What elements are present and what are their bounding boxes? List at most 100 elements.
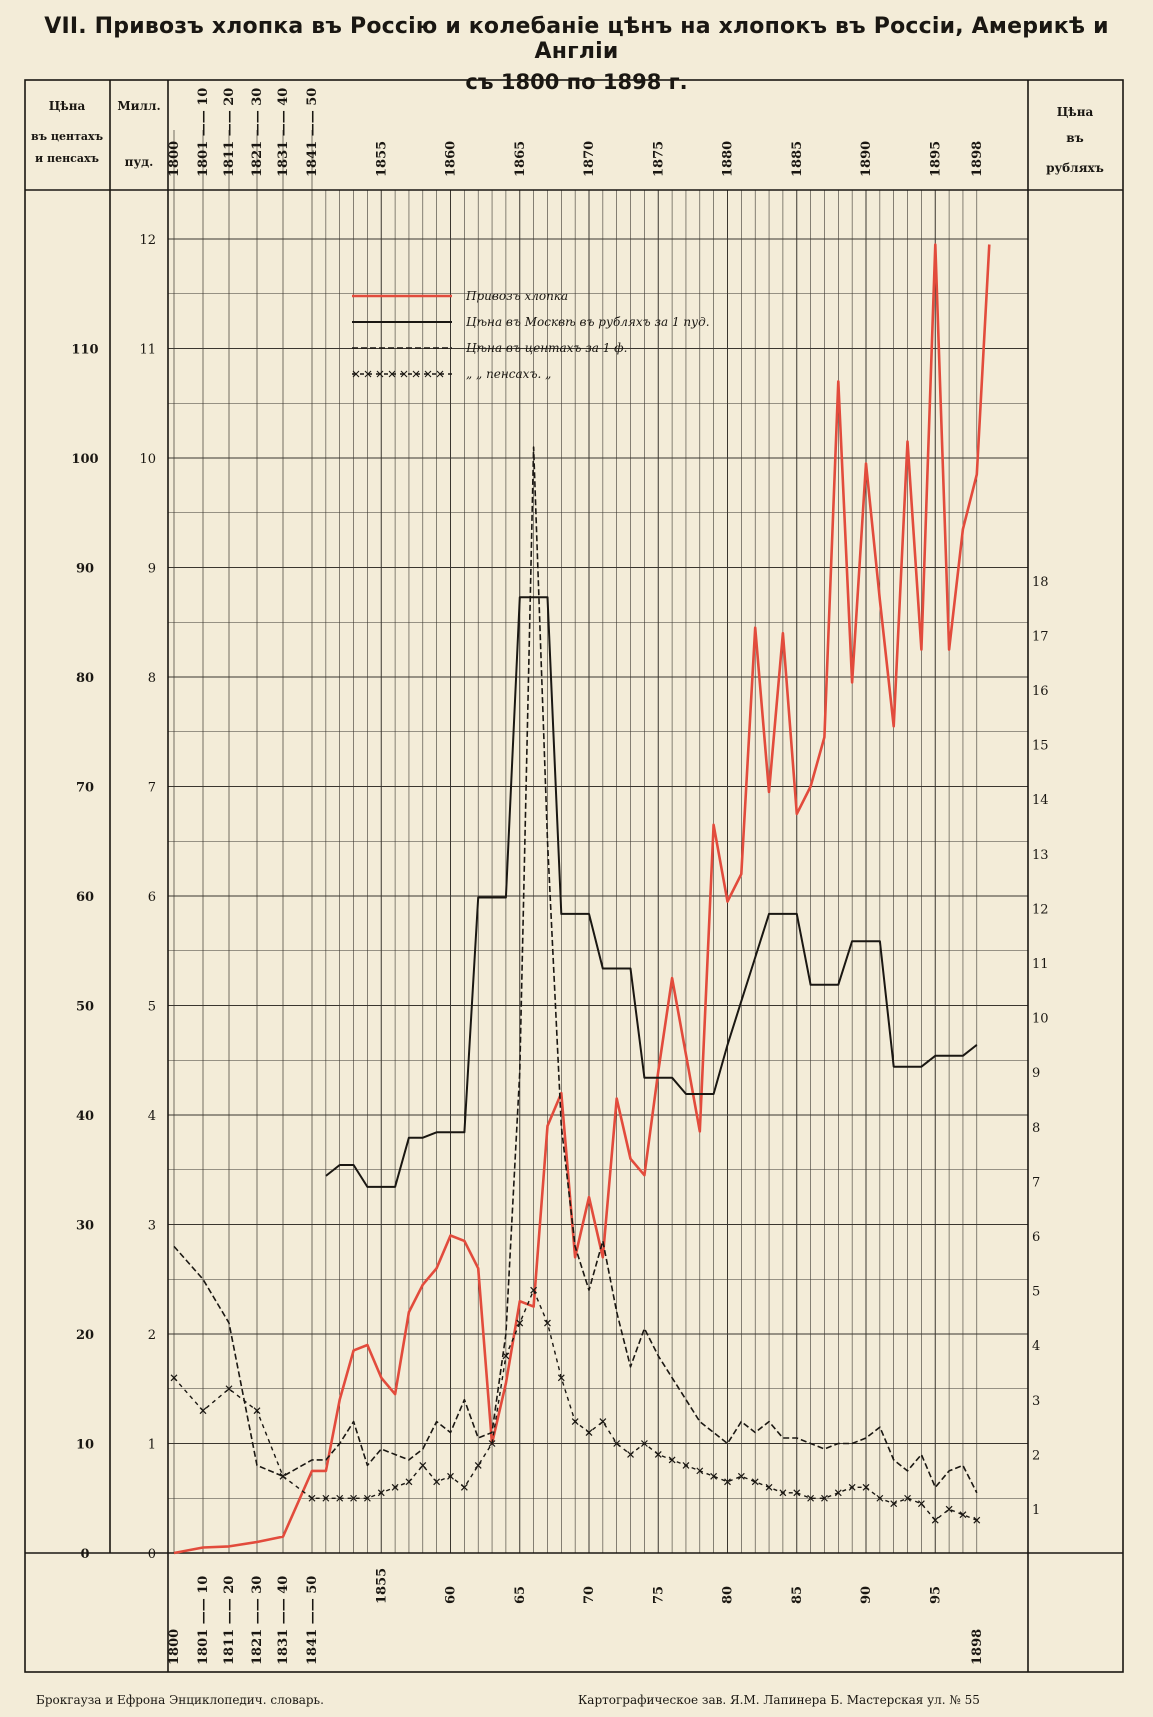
cross-marker [199, 1407, 207, 1415]
bottom-x-tick: 70 [582, 1586, 597, 1604]
cross-marker [862, 1483, 870, 1491]
cross-marker [876, 1494, 884, 1502]
bottom-x-tick: 1898 [970, 1629, 985, 1665]
top-x-tick: 1801 —— 10 [196, 88, 211, 177]
cross-marker [516, 1319, 524, 1327]
right-axis-tick: 12 [1032, 902, 1049, 917]
series-line-3 [173, 446, 978, 1494]
right-axis-header: Цѣна [1057, 105, 1094, 119]
top-x-tick: 1880 [721, 141, 736, 177]
cross-marker [557, 1374, 565, 1382]
mill-axis-tick: 6 [148, 890, 156, 905]
cross-marker [959, 1511, 967, 1519]
cross-marker [848, 1483, 856, 1491]
mill-axis-tick: 0 [148, 1547, 156, 1562]
cross-marker [627, 1451, 634, 1458]
outer-border [24, 79, 1124, 1673]
left-axis-tick: 110 [71, 343, 98, 358]
cross-marker [460, 1483, 468, 1491]
legend-cross [400, 370, 408, 378]
cross-marker [363, 1494, 371, 1502]
top-x-tick: 1865 [513, 141, 528, 177]
left-axis-header: Цѣна [49, 99, 86, 113]
top-x-tick: 1811 —— 20 [222, 88, 237, 177]
cross-marker [279, 1472, 287, 1480]
right-axis-tick: 5 [1032, 1285, 1040, 1300]
mill-axis-tick: 12 [139, 233, 156, 248]
right-axis-tick: 4 [1032, 1339, 1040, 1354]
right-axis-tick: 1 [1032, 1503, 1040, 1518]
mill-axis-header: пуд. [125, 155, 154, 169]
right-axis-tick: 6 [1032, 1230, 1040, 1245]
series-line-1 [173, 243, 991, 1555]
bottom-x-tick: 1855 [374, 1568, 389, 1604]
right-axis-tick: 16 [1032, 684, 1049, 699]
right-axis-tick: 15 [1032, 739, 1049, 754]
mill-axis-tick: 8 [148, 671, 156, 686]
cross-marker [696, 1467, 704, 1475]
left-axis-header: и пенсахъ [35, 152, 99, 165]
right-axis-tick: 10 [1032, 1012, 1049, 1027]
cross-marker [654, 1451, 662, 1458]
chart-subtitle: съ 1800 по 1898 г. [465, 70, 688, 94]
mill-axis-tick: 4 [148, 1109, 156, 1124]
bottom-x-tick: 80 [721, 1586, 736, 1604]
cross-marker [599, 1418, 607, 1426]
cross-marker [336, 1494, 344, 1502]
cross-marker [931, 1516, 939, 1524]
top-x-tick: 1890 [859, 141, 874, 177]
left-axis-tick: 90 [76, 562, 94, 577]
cross-marker [807, 1494, 815, 1502]
mill-axis-tick: 5 [148, 1000, 156, 1015]
cross-marker [377, 1489, 385, 1497]
top-x-tick: 1800 [167, 141, 182, 177]
cross-marker [419, 1461, 427, 1469]
cross-marker [170, 1374, 178, 1382]
bottom-x-tick: 75 [651, 1586, 666, 1604]
legend-label: Цѣна въ центахъ за 1 ф. [466, 341, 627, 355]
mill-axis-tick: 3 [148, 1219, 156, 1234]
cross-marker [973, 1516, 981, 1524]
mill-axis-header: Милл. [117, 99, 160, 113]
cross-marker [433, 1478, 441, 1486]
cross-marker [613, 1440, 621, 1447]
top-x-tick: 1860 [444, 141, 459, 177]
right-axis-tick: 18 [1032, 575, 1049, 590]
cross-marker [544, 1319, 551, 1327]
cross-marker [530, 1286, 538, 1294]
right-axis-tick: 13 [1032, 848, 1049, 863]
left-axis-tick: 30 [76, 1219, 94, 1234]
chart-frame [24, 79, 1124, 1673]
left-axis-tick: 80 [76, 671, 94, 686]
legend-cross [412, 370, 420, 378]
legend [352, 294, 452, 378]
mill-axis-tick: 10 [139, 452, 156, 467]
top-x-tick: 1841 —— 50 [305, 88, 320, 177]
cross-marker [779, 1489, 787, 1497]
top-x-tick: 1895 [928, 141, 943, 177]
left-axis-tick: 100 [71, 452, 98, 467]
bottom-x-tick: 1841 —— 50 [305, 1576, 320, 1665]
right-axis-tick: 3 [1032, 1394, 1040, 1409]
left-axis-tick: 60 [76, 890, 94, 905]
cross-marker [821, 1494, 828, 1502]
right-axis-tick: 14 [1032, 793, 1049, 808]
mill-axis-tick: 9 [148, 562, 156, 577]
right-axis-tick: 17 [1032, 629, 1049, 644]
cross-marker [904, 1494, 911, 1502]
bottom-x-tick: 60 [444, 1586, 459, 1604]
cross-marker [391, 1483, 399, 1491]
top-x-tick: 1885 [790, 141, 805, 177]
cross-marker [724, 1478, 731, 1486]
cross-marker [890, 1500, 898, 1508]
bottom-x-tick: 85 [790, 1586, 805, 1604]
top-x-tick: 1855 [374, 141, 389, 177]
cross-marker [751, 1478, 759, 1486]
bottom-x-tick: 65 [513, 1586, 528, 1604]
cross-marker [668, 1456, 676, 1464]
top-x-tick: 1821 —— 30 [250, 88, 265, 177]
right-axis-tick: 11 [1032, 957, 1049, 972]
cross-marker [253, 1407, 261, 1415]
cross-marker [917, 1500, 925, 1508]
